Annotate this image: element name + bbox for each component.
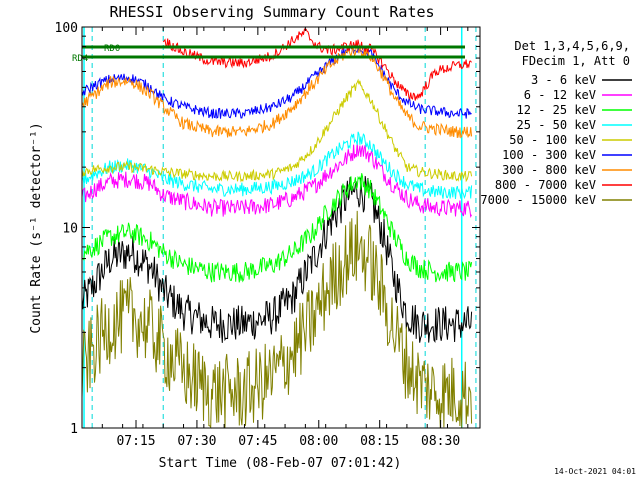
legend-label-5: 100 - 300 keV bbox=[502, 148, 596, 162]
chart-title: RHESSI Observing Summary Count Rates bbox=[109, 3, 434, 21]
series-line-2 bbox=[81, 173, 473, 283]
x-tick-label-3: 08:00 bbox=[299, 434, 338, 449]
y-tick-label-2: 100 bbox=[55, 21, 78, 36]
x-axis-label: Start Time (08-Feb-07 07:01:42) bbox=[159, 456, 402, 471]
decimation-label-1: RD4 bbox=[72, 54, 88, 64]
legend-label-2: 12 - 25 keV bbox=[517, 103, 596, 117]
legend-label-4: 50 - 100 keV bbox=[509, 133, 596, 147]
x-tick-label-1: 07:30 bbox=[177, 434, 216, 449]
legend-header-line-1: Det 1,3,4,5,6,9, bbox=[514, 39, 630, 53]
x-tick-label-4: 08:15 bbox=[360, 434, 399, 449]
y-axis-label: Count Rate (s⁻¹ detector⁻¹) bbox=[29, 122, 44, 333]
y-tick-label-0: 1 bbox=[70, 422, 78, 437]
legend-label-8: 7000 - 15000 keV bbox=[480, 193, 596, 207]
generation-timestamp: 14-Oct-2021 04:01 bbox=[554, 467, 636, 476]
axis-ticks: 07:15 07:30 07:45 08:00 08:15 08:30 1 10 100 bbox=[55, 21, 480, 449]
legend: Det 1,3,4,5,6,9, FDecim 1, Att 0 3 - 6 k… bbox=[480, 39, 632, 207]
x-tick-label-2: 07:45 bbox=[238, 434, 277, 449]
legend-label-1: 6 - 12 keV bbox=[524, 88, 596, 102]
series-line-6 bbox=[81, 43, 473, 139]
legend-label-3: 25 - 50 keV bbox=[517, 118, 596, 132]
x-tick-label-5: 08:30 bbox=[421, 434, 460, 449]
y-tick-label-1: 10 bbox=[62, 222, 78, 237]
series-line-8 bbox=[81, 210, 473, 429]
legend-label-6: 300 - 800 keV bbox=[502, 163, 596, 177]
series-layer: RD0 RD4 bbox=[72, 28, 473, 429]
legend-header-line-2: FDecim 1, Att 0 bbox=[522, 54, 630, 68]
x-tick-label-0: 07:15 bbox=[116, 434, 155, 449]
decimation-label-0: RD0 bbox=[104, 44, 120, 54]
legend-label-7: 800 - 7000 keV bbox=[495, 178, 596, 192]
series-line-4 bbox=[81, 78, 473, 183]
legend-label-0: 3 - 6 keV bbox=[531, 73, 596, 87]
series-line-1 bbox=[81, 141, 473, 218]
